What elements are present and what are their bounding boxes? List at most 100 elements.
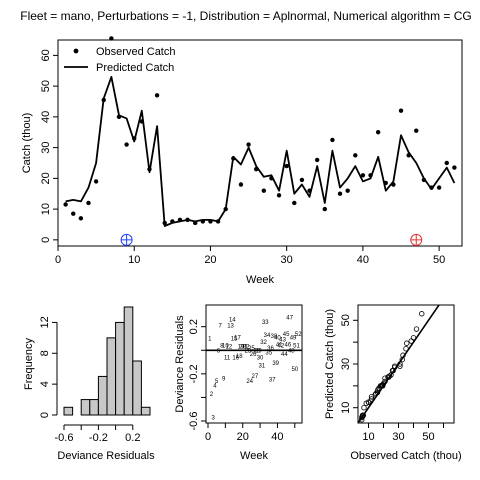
observed-catch-point	[307, 188, 312, 193]
main-x-tick-label: 0	[55, 254, 61, 266]
observed-catch-point	[124, 142, 129, 147]
main-x-tick-label: 10	[128, 254, 140, 266]
residual-point-label: 14	[229, 318, 236, 324]
residual-point-label: 41	[276, 342, 283, 348]
observed-catch-point	[375, 130, 381, 135]
main-x-tick-label: 50	[433, 254, 445, 266]
observed-catch-point	[337, 191, 343, 196]
qq-point	[413, 326, 420, 332]
observed-catch-point	[292, 200, 297, 206]
observed-catch-point	[299, 177, 305, 183]
histogram-bar	[123, 306, 134, 416]
legend: Observed Catch Predicted Catch	[64, 46, 175, 74]
residual-point-label: 47	[286, 315, 293, 321]
residual-point-label: 22	[243, 345, 250, 351]
main-y-tick-label: 30	[40, 141, 52, 153]
observed-catch-point	[444, 160, 449, 166]
residuals-y-tick-label: -0.2	[188, 364, 200, 383]
main-y-tick-label: 60	[40, 49, 52, 61]
residual-point-label: 42	[278, 344, 285, 350]
histogram-y-tick-label: 0	[39, 412, 51, 418]
qq-x-tick-label: 10	[362, 431, 374, 443]
histogram-x-tick-label: -0.6	[55, 432, 74, 444]
residual-point-label: 20	[239, 345, 246, 351]
main-y-axis: 0 10 20 30 40 50 60	[40, 49, 58, 243]
histogram-x-axis: -0.6 -0.2 0.2	[55, 424, 140, 444]
observed-catch-point	[360, 173, 366, 178]
observed-catch-point	[261, 188, 267, 193]
legend-predicted-label: Predicted Catch	[96, 62, 174, 74]
observed-catch-point	[185, 217, 190, 223]
qq-point	[392, 363, 398, 369]
main-x-tick-label: 40	[357, 254, 369, 266]
observed-catch-point	[231, 156, 236, 161]
residual-point-label: 34	[264, 333, 271, 339]
observed-catch-point	[93, 179, 99, 184]
qq-point	[368, 396, 375, 402]
qq-point	[410, 335, 417, 341]
observed-catch-point	[154, 93, 160, 98]
residual-point-label: 10	[222, 344, 229, 350]
residual-point-label: 38	[271, 334, 278, 340]
histogram-x-label: Deviance Residuals	[57, 450, 155, 462]
qq-point	[382, 378, 388, 385]
histogram-y-axis: 0 4 8 12	[39, 316, 58, 418]
observed-catch-point	[314, 157, 320, 163]
residual-point-label: 2	[210, 392, 214, 398]
main-x-tick-label: 30	[281, 254, 293, 266]
residual-point-label: 50	[291, 367, 298, 373]
observed-catch-point	[421, 177, 427, 183]
histogram-panel: -0.6 -0.2 0.2 0 4 8 12 Deviance Residuals Fre…	[23, 306, 155, 462]
qq-point	[400, 352, 406, 358]
residuals-plot-area: 1234567891011121314151617181920212223242…	[206, 315, 302, 421]
observed-catch-point	[246, 142, 251, 147]
histogram-y-tick-label: 8	[39, 350, 51, 356]
observed-catch-point	[109, 36, 114, 41]
residual-point-label: 16	[232, 355, 239, 361]
residual-point-label: 13	[227, 324, 234, 330]
qq-x-label: Observed Catch (thou)	[350, 450, 461, 462]
residual-point-label: 31	[258, 364, 265, 370]
figure-title: Fleet = mano, Perturbations = -1, Distri…	[20, 9, 472, 23]
main-plot-frame	[57, 39, 463, 247]
histogram-y-label: Frequency	[23, 338, 35, 390]
observed-catch-point	[253, 166, 259, 172]
residual-point-label: 5	[215, 379, 219, 385]
residuals-y-label: Deviance Residuals	[174, 315, 186, 413]
residual-point-label: 46	[285, 342, 292, 348]
residual-point-label: 26	[250, 352, 257, 358]
observed-catch-point	[78, 216, 84, 221]
residuals-panel: 1234567891011121314151617181920212223242…	[174, 304, 303, 462]
main-panel: 0 10 20 30 40 50 0 10 20 30 40 50 60 Week Catch (th…	[21, 36, 463, 286]
observed-catch-point	[193, 220, 198, 226]
main-x-tick-label: 20	[204, 254, 216, 266]
histogram-bar	[140, 406, 151, 416]
residual-point-label: 37	[269, 378, 276, 384]
main-plot-area	[63, 36, 457, 246]
observed-catch-point	[101, 97, 106, 103]
residual-point-label: 11	[224, 355, 231, 361]
residual-point-label: 51	[293, 344, 300, 350]
observed-catch-point	[353, 153, 358, 158]
residual-point-label: 3	[212, 415, 216, 421]
qq-y-tick-label: 30	[340, 358, 352, 370]
histogram-bar	[132, 360, 142, 416]
residual-point-label: 33	[262, 320, 269, 326]
histogram-bar	[89, 399, 99, 416]
qq-point	[408, 338, 414, 344]
residual-point-label: 8	[220, 344, 224, 350]
main-x-label: Week	[246, 274, 274, 286]
residuals-y-tick-label: -0.6	[188, 412, 200, 431]
main-x-axis: 0 10 20 30 40 50	[55, 246, 445, 266]
histogram-y-tick-label: 4	[39, 381, 51, 387]
observed-catch-point	[330, 137, 335, 143]
residuals-x-label: Week	[240, 450, 268, 462]
residual-point-label: 40	[274, 335, 281, 341]
residual-point-label: 7	[218, 324, 222, 330]
residual-point-label: 15	[231, 336, 238, 342]
residual-point-label: 30	[257, 355, 264, 361]
histogram-bar	[63, 406, 74, 416]
residual-point-label: 43	[279, 338, 286, 344]
qq-y-label: Predicted Catch (thou)	[324, 309, 336, 419]
qq-y-axis: 10 30 50	[340, 314, 358, 414]
